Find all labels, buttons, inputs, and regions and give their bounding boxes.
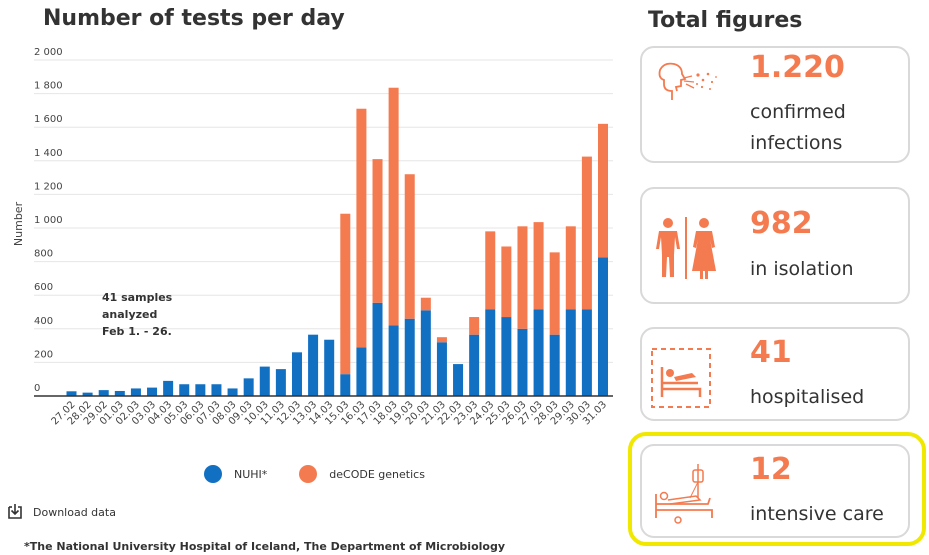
bar-nuhi-09.03[interactable] (243, 378, 254, 396)
bar-nuhi-06.03[interactable] (195, 384, 206, 396)
bar-nuhi-26.03[interactable] (517, 328, 528, 396)
bar-nuhi-02.03[interactable] (130, 388, 141, 396)
footnote: *The National University Hospital of Ice… (24, 540, 506, 553)
card-value-intensive: 12 (750, 452, 792, 487)
card-value-confirmed: 1.220 (750, 50, 845, 85)
bar-decode-29.03[interactable] (565, 226, 576, 310)
bar-nuhi-18.03[interactable] (388, 325, 399, 396)
bar-nuhi-13.03[interactable] (308, 334, 319, 396)
bar-decode-21.03[interactable] (436, 337, 447, 343)
bar-nuhi-07.03[interactable] (211, 384, 222, 396)
legend-label-decode[interactable]: deCODE genetics (329, 467, 425, 481)
bar-decode-15.03[interactable] (340, 213, 351, 375)
bar-decode-16.03[interactable] (356, 108, 367, 348)
bar-decode-30.03[interactable] (581, 156, 592, 310)
bar-nuhi-27.02[interactable] (66, 391, 77, 396)
bar-nuhi-25.03[interactable] (501, 317, 512, 396)
y-tick-label: 1 400 (34, 148, 63, 159)
bar-decode-28.03[interactable] (549, 252, 560, 335)
bar-nuhi-14.03[interactable] (324, 339, 335, 396)
bar-nuhi-29.03[interactable] (565, 309, 576, 396)
bar-decode-26.03[interactable] (517, 226, 528, 329)
bar-nuhi-20.03[interactable] (420, 310, 431, 396)
card-label-confirmed-line1: confirmed (750, 101, 846, 123)
y-tick-label: 1 000 (34, 215, 63, 226)
annotation-line-2: analyzed (102, 308, 158, 321)
annotation-line-3: Feb 1. - 26. (102, 325, 172, 338)
card-label-hospitalised: hospitalised (750, 386, 865, 408)
download-icon (8, 504, 22, 519)
bar-nuhi-03.03[interactable] (147, 387, 158, 396)
y-tick-label: 2 000 (34, 47, 63, 58)
y-tick-label: 0 (34, 383, 40, 394)
card-hospitalised: 41 hospitalised (640, 327, 910, 421)
bar-nuhi-17.03[interactable] (372, 302, 383, 396)
bar-nuhi-05.03[interactable] (179, 384, 190, 396)
y-tick-label: 1 800 (34, 81, 63, 92)
legend-label-nuhi[interactable]: NUHI* (234, 467, 268, 481)
bar-nuhi-15.03[interactable] (340, 374, 351, 396)
bar-decode-27.03[interactable] (533, 222, 544, 310)
bar-decode-19.03[interactable] (404, 174, 415, 319)
bar-nuhi-24.03[interactable] (485, 309, 496, 396)
download-label[interactable]: Download data (33, 505, 116, 519)
totals-title: Total figures (648, 8, 803, 33)
bar-decode-25.03[interactable] (501, 246, 512, 318)
bar-chart: 0 200 400 600 800 1 000 1 200 1 400 1 600 1 800 2 … (12, 47, 613, 427)
grid-layer: 0 200 400 600 800 1 000 1 200 1 400 1 600 1 800 2 … (34, 47, 613, 394)
y-axis-label: Number (12, 201, 25, 246)
y-tick-label: 400 (34, 316, 53, 327)
bar-nuhi-19.03[interactable] (404, 318, 415, 396)
download-data-link[interactable]: Download data (6, 503, 116, 521)
card-value-isolation: 982 (750, 206, 813, 241)
y-tick-label: 600 (34, 282, 53, 293)
annotation-line-1: 41 samples (102, 291, 173, 304)
chart-legend: NUHI* deCODE genetics (204, 465, 457, 483)
bar-nuhi-23.03[interactable] (469, 334, 480, 396)
bar-nuhi-22.03[interactable] (453, 364, 464, 396)
highlight-frame (628, 432, 926, 546)
bar-decode-17.03[interactable] (372, 159, 383, 303)
bar-layer (66, 87, 608, 396)
isolation-people-icon (656, 217, 716, 279)
bar-nuhi-28.02[interactable] (82, 392, 93, 396)
card-value-hospitalised: 41 (750, 335, 792, 370)
card-label-confirmed-line2: infections (750, 132, 843, 154)
bar-decode-31.03[interactable] (598, 123, 608, 258)
bar-nuhi-11.03[interactable] (275, 369, 286, 396)
bar-nuhi-08.03[interactable] (227, 388, 238, 396)
bar-nuhi-12.03[interactable] (291, 352, 302, 396)
person-sneezing-icon (658, 62, 717, 100)
bar-nuhi-10.03[interactable] (259, 366, 270, 396)
chart-annotation: 41 samples analyzed Feb 1. - 26. (102, 289, 172, 340)
y-tick-label: 1 600 (34, 114, 63, 125)
card-confirmed-infections: 1.220 confirmed infections (640, 46, 910, 163)
bar-decode-23.03[interactable] (469, 317, 480, 335)
bar-nuhi-30.03[interactable] (581, 309, 592, 396)
legend-dot-decode[interactable] (299, 465, 318, 483)
icu-bed-icon (655, 464, 713, 524)
legend-dot-nuhi[interactable] (204, 465, 222, 483)
bar-nuhi-01.03[interactable] (114, 390, 125, 396)
bar-nuhi-28.03[interactable] (549, 334, 560, 396)
bar-nuhi-29.02[interactable] (98, 390, 109, 396)
card-intensive-care: 12 intensive care (640, 444, 910, 538)
bar-nuhi-21.03[interactable] (436, 342, 447, 396)
hospital-bed-icon (651, 348, 711, 408)
y-tick-label: 1 200 (34, 181, 63, 192)
chart-title: Number of tests per day (43, 6, 345, 31)
bar-nuhi-31.03[interactable] (598, 257, 608, 396)
bar-decode-20.03[interactable] (420, 297, 431, 311)
bar-decode-24.03[interactable] (485, 231, 496, 310)
card-label-intensive: intensive care (750, 503, 884, 525)
bar-nuhi-27.03[interactable] (533, 309, 544, 396)
bar-decode-18.03[interactable] (388, 87, 399, 326)
x-tick-layer: 27.0228.0229.0201.0302.0303.0304.0305.03… (50, 399, 610, 427)
y-tick-label: 800 (34, 249, 53, 260)
card-in-isolation: 982 in isolation (640, 187, 910, 304)
bar-nuhi-04.03[interactable] (163, 380, 174, 396)
bar-nuhi-16.03[interactable] (356, 347, 367, 396)
card-label-isolation: in isolation (750, 258, 854, 280)
y-tick-label: 200 (34, 349, 53, 360)
